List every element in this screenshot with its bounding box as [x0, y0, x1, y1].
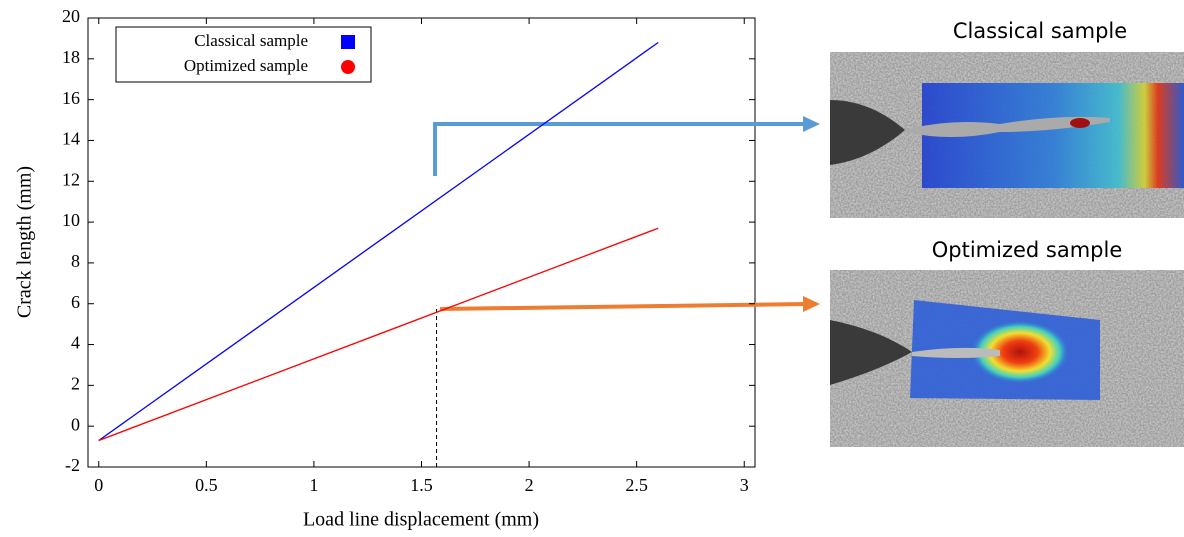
y-tick-label: 18: [62, 47, 80, 67]
legend-marker: [341, 35, 355, 49]
legend-marker: [341, 60, 355, 74]
y-tick-label: 20: [62, 6, 80, 26]
x-tick-label: 2.5: [625, 475, 648, 495]
y-tick-label: -2: [65, 455, 80, 475]
plot-frame: [87, 17, 756, 468]
x-tick-label: 1: [309, 475, 318, 495]
legend-label: Classical sample: [194, 31, 308, 50]
x-tick-label: 0: [94, 475, 103, 495]
arrow: [439, 302, 806, 311]
x-tick-label: 0.5: [195, 475, 218, 495]
arrow: [433, 122, 805, 176]
y-tick-label: 12: [62, 169, 80, 189]
x-axis-label: Load line displacement (mm): [303, 509, 539, 531]
optimized-image: [830, 270, 1184, 447]
x-tick-label: 3: [740, 475, 749, 495]
classical-image: [830, 52, 1184, 218]
fit-line: [98, 227, 659, 442]
legend: [115, 26, 372, 83]
y-axis-label: Crack length (mm): [14, 166, 36, 318]
x-tick-label: 1.5: [410, 475, 433, 495]
arrowhead: [803, 116, 820, 132]
legend-label: Optimized sample: [184, 56, 308, 75]
image-title: Optimized sample: [932, 238, 1123, 262]
fit-line: [98, 41, 659, 441]
y-tick-label: 14: [62, 129, 80, 149]
y-tick-label: 4: [71, 333, 80, 353]
y-tick-label: 8: [71, 251, 80, 271]
x-tick-label: 2: [525, 475, 534, 495]
y-tick-label: 6: [71, 292, 80, 312]
y-tick-label: 10: [62, 210, 80, 230]
y-tick-label: 2: [71, 373, 80, 393]
y-tick-label: 0: [71, 414, 80, 434]
image-title: Classical sample: [953, 19, 1127, 43]
y-tick-label: 16: [62, 88, 80, 108]
arrowhead: [803, 296, 820, 312]
